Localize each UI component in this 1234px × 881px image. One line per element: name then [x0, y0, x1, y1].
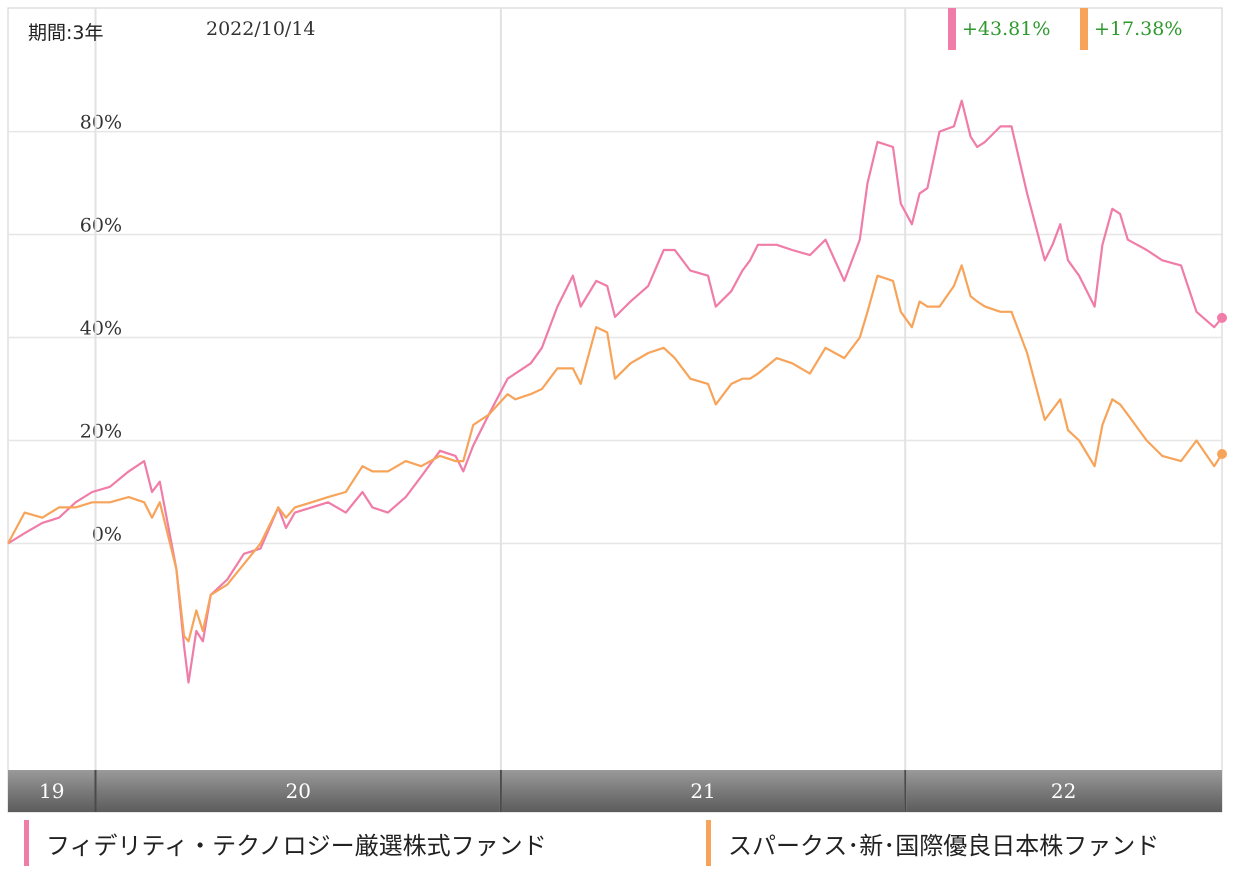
y-tick-label-0: 0%: [92, 523, 122, 545]
x-tick-label-19: 19: [39, 779, 64, 803]
period-label: 期間:3年: [28, 22, 104, 44]
legend-label-1: フィデリティ・テクノロジー厳選株式ファンド: [46, 832, 547, 860]
y-tick-label-20: 20%: [80, 420, 122, 442]
return-value-2: +17.38%: [1094, 18, 1183, 40]
return-marker-1: [948, 8, 956, 50]
legend-item-2: スパークス･新･国際優良日本株ファンド: [706, 820, 1226, 866]
y-tick-label-80: 80%: [80, 112, 122, 134]
legend-swatch-1: [24, 820, 29, 866]
y-tick-label-60: 60%: [80, 215, 122, 237]
y-tick-label-40: 40%: [80, 318, 122, 340]
legend-swatch-2: [706, 820, 711, 866]
x-tick-label-20: 20: [285, 779, 310, 803]
return-marker-2: [1080, 8, 1088, 50]
series-end-point-1: [1217, 312, 1227, 323]
x-tick-label-22: 22: [1051, 779, 1076, 803]
legend-label-2: スパークス･新･国際優良日本株ファンド: [728, 832, 1160, 860]
legend-item-1: フィデリティ・テクノロジー厳選株式ファンド: [24, 820, 684, 866]
series-line-1: [7, 99, 1223, 684]
x-axis-band: [8, 770, 1222, 812]
date-label: 2022/10/14: [206, 18, 316, 40]
series-line-2: [7, 264, 1223, 643]
plot-frame: [7, 7, 1223, 813]
return-value-1: +43.81%: [962, 18, 1051, 40]
x-tick-label-21: 21: [690, 779, 715, 803]
series-end-point-2: [1217, 448, 1227, 459]
